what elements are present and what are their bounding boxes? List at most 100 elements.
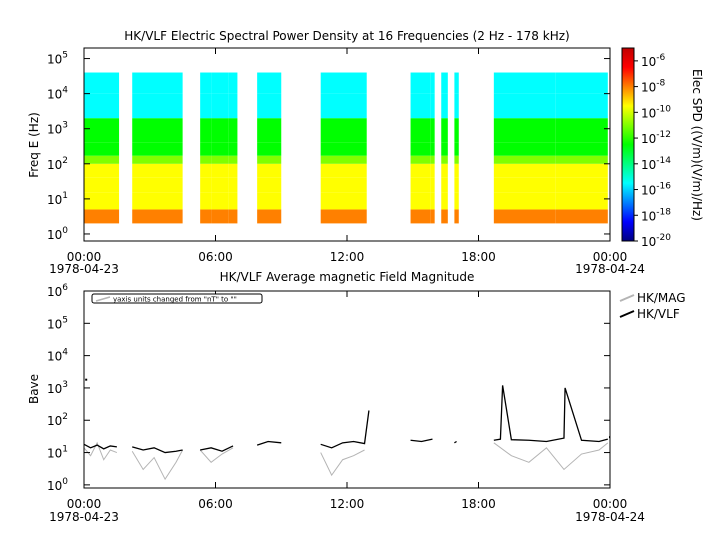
y-tick-label: 103 <box>47 380 68 396</box>
magnetic-field-lines <box>84 378 610 481</box>
colorbar-tick-label: 10-14 <box>641 156 671 172</box>
magnetic-start-date: 1978-04-23 <box>49 510 119 524</box>
heatmap-cell <box>555 118 608 143</box>
spectral-ylabel: Freq E (Hz) <box>27 112 41 178</box>
heatmap-cell <box>441 155 448 164</box>
heatmap-cell <box>257 192 282 210</box>
y-tick-label: 101 <box>47 191 68 207</box>
heatmap-cell <box>493 72 556 94</box>
heatmap-cell <box>454 118 459 143</box>
heatmap-cell <box>211 163 229 178</box>
heatmap-cell <box>347 155 367 164</box>
legend-label: HK/VLF <box>637 307 680 321</box>
heatmap-cell <box>410 118 431 143</box>
heatmap-cell <box>211 177 229 193</box>
heatmap-cell <box>430 118 435 143</box>
colorbar-tick-label: 10-16 <box>641 182 671 198</box>
heatmap-cell <box>410 209 431 224</box>
heatmap-cell <box>410 163 431 178</box>
x-tick-label: 18:00 <box>461 497 496 511</box>
spectral-y-ticks: 100 101 102 103 104 105 <box>47 51 610 242</box>
series-line-hk-mag <box>199 447 234 463</box>
heatmap-cell <box>430 209 435 224</box>
heatmap-cell <box>493 192 556 210</box>
heatmap-cell <box>493 118 556 143</box>
heatmap-cell <box>410 155 431 164</box>
colorbar-tick-label: 10-8 <box>641 79 666 95</box>
heatmap-cell <box>493 142 556 156</box>
spectral-density-title: HK/VLF Electric Spectral Power Density a… <box>124 29 569 43</box>
series-line-hk-mag <box>131 449 184 481</box>
heatmap-cell <box>228 192 238 210</box>
heatmap-cell <box>347 93 367 119</box>
heatmap-cell <box>84 142 120 156</box>
heatmap-cell <box>410 93 431 119</box>
heatmap-cell <box>132 118 183 143</box>
x-tick-label: 00:00 <box>67 497 102 511</box>
heatmap-cell <box>493 155 556 164</box>
heatmap-cell <box>555 142 608 156</box>
heatmap-cell <box>493 209 556 224</box>
colorbar-tick-label: 10-20 <box>641 233 671 249</box>
y-tick-label: 104 <box>47 348 68 364</box>
heatmap-cell <box>84 118 120 143</box>
heatmap-cell <box>211 155 229 164</box>
heatmap-cell <box>430 192 435 210</box>
y-tick-label: 103 <box>47 121 68 137</box>
heatmap-cell <box>454 177 459 193</box>
colorbar <box>621 47 635 242</box>
y-tick-label: 101 <box>47 445 68 461</box>
heatmap-cell <box>211 72 229 94</box>
spectral-heatmap <box>84 72 608 224</box>
series-line-hk-vlf <box>200 445 234 452</box>
heatmap-cell <box>430 93 435 119</box>
heatmap-cell <box>430 163 435 178</box>
y-tick-label: 106 <box>47 283 68 299</box>
colorbar-tick-label: 10-6 <box>641 53 666 69</box>
heatmap-cell <box>257 177 282 193</box>
heatmap-cell <box>441 72 448 94</box>
heatmap-cell <box>132 209 183 224</box>
colorbar-tick-label: 10-12 <box>641 130 671 146</box>
data-point <box>85 378 88 381</box>
heatmap-cell <box>257 209 282 224</box>
heatmap-cell <box>84 192 120 210</box>
heatmap-cell <box>211 142 229 156</box>
heatmap-cell <box>84 177 120 193</box>
heatmap-cell <box>200 209 212 224</box>
magnetic-field-title: HK/VLF Average magnetic Field Magnitude <box>220 270 475 284</box>
heatmap-cell <box>430 177 435 193</box>
series-line-hk-mag <box>493 442 609 471</box>
heatmap-cell <box>493 163 556 178</box>
heatmap-cell <box>320 192 347 210</box>
heatmap-cell <box>84 72 120 94</box>
heatmap-cell <box>132 155 183 164</box>
heatmap-cell <box>410 142 431 156</box>
heatmap-cell <box>132 72 183 94</box>
heatmap-cell <box>257 72 282 94</box>
series-line-hk-vlf <box>84 443 117 450</box>
heatmap-cell <box>555 163 608 178</box>
heatmap-cell <box>228 155 238 164</box>
heatmap-cell <box>454 163 459 178</box>
heatmap-cell <box>200 93 212 119</box>
heatmap-cell <box>454 142 459 156</box>
spectral-x-ticks: 00:00 06:00 12:00 18:00 00:00 <box>67 48 627 264</box>
heatmap-cell <box>200 155 212 164</box>
series-line-hk-mag <box>84 441 118 461</box>
colorbar-label: Elec SPD ((V/m)(V/m)/Hz) <box>690 69 704 221</box>
heatmap-cell <box>320 177 347 193</box>
heatmap-cell <box>200 192 212 210</box>
spectral-start-date: 1978-04-23 <box>49 262 119 276</box>
y-tick-label: 102 <box>47 412 68 428</box>
heatmap-cell <box>320 72 347 94</box>
heatmap-cell <box>132 177 183 193</box>
heatmap-cell <box>228 142 238 156</box>
magnetic-end-date: 1978-04-24 <box>575 510 645 524</box>
heatmap-cell <box>454 155 459 164</box>
heatmap-cell <box>454 72 459 94</box>
heatmap-cell <box>430 142 435 156</box>
heatmap-cell <box>228 209 238 224</box>
units-annotation: yaxis units changed from "nT" to "" <box>113 296 237 304</box>
heatmap-cell <box>441 209 448 224</box>
